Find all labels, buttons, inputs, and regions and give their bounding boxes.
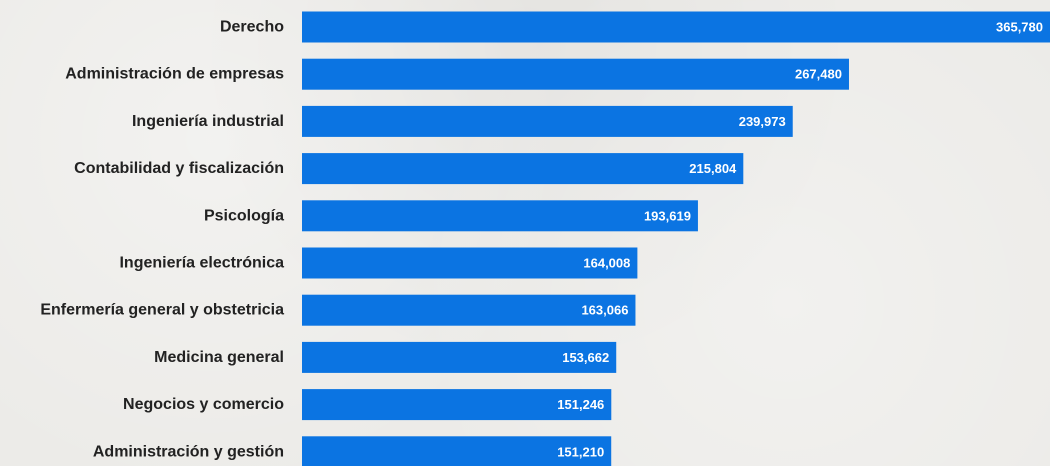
value-label: 267,480 (795, 67, 842, 82)
category-label: Psicología (204, 207, 284, 224)
value-label: 164,008 (583, 256, 630, 271)
category-label: Ingeniería industrial (132, 113, 284, 130)
value-label: 153,662 (562, 350, 609, 365)
bar (302, 436, 612, 466)
category-label: Medicina general (154, 349, 284, 366)
bar (302, 200, 698, 232)
value-label: 365,780 (996, 20, 1043, 35)
bar (302, 247, 638, 279)
category-label: Derecho (220, 19, 284, 36)
bar (302, 153, 744, 185)
category-label: Negocios y comercio (123, 396, 284, 413)
bar (302, 11, 1050, 43)
value-label: 151,246 (557, 397, 604, 412)
value-label: 239,973 (739, 114, 786, 129)
value-label: 193,619 (644, 208, 691, 223)
value-label: 215,804 (689, 161, 737, 176)
category-label: Administración de empresas (65, 66, 284, 83)
category-label: Administración y gestión (93, 443, 284, 460)
value-label: 151,210 (557, 444, 604, 459)
bar (302, 389, 612, 421)
bar (302, 105, 793, 137)
bar (302, 341, 617, 373)
bars-layer: Derecho 365,780 Administración de empresas… (40, 11, 1050, 466)
bar (302, 58, 849, 90)
value-label: 163,066 (581, 303, 628, 318)
bar (302, 294, 636, 326)
category-label: Ingeniería electrónica (119, 255, 284, 272)
category-label: Contabilidad y fiscalización (74, 160, 284, 177)
category-label: Enfermería general y obstetricia (40, 302, 284, 319)
